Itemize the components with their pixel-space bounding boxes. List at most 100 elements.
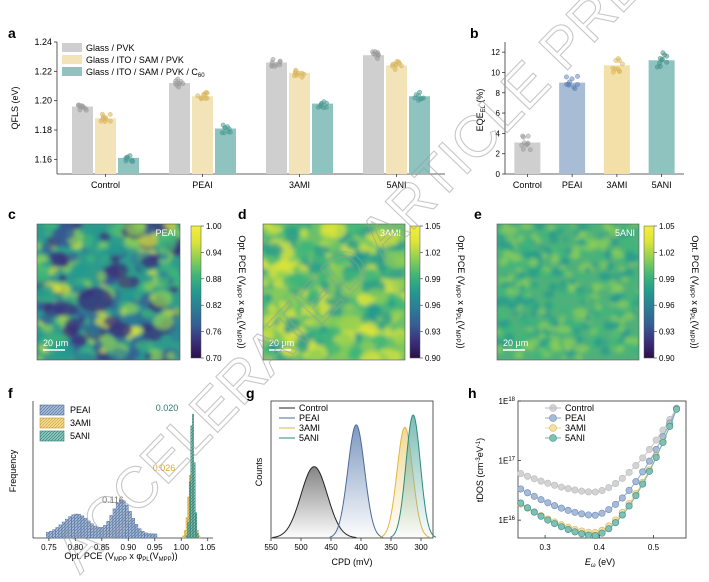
map-texture-blob xyxy=(263,243,284,257)
a-scatter-point xyxy=(76,102,82,108)
map-label: 3AMI xyxy=(380,228,401,238)
legend-swatch-glass-pvk xyxy=(62,43,82,52)
a-xtick-label: PEAI xyxy=(192,180,213,190)
map-texture-blob xyxy=(518,234,525,241)
a-bar-peai xyxy=(192,96,213,174)
h-marker-control xyxy=(625,468,633,476)
h-ytick-exp: 18 xyxy=(508,397,515,403)
b-xtick-label: 3AMI xyxy=(606,180,627,190)
map-texture-blob xyxy=(594,337,608,346)
a-scatter-point xyxy=(100,116,106,122)
a-scatter-point xyxy=(107,112,113,117)
h-marker-peai xyxy=(517,485,525,493)
map-texture-blob xyxy=(617,231,630,240)
map-texture-blob xyxy=(595,251,602,258)
f-hist-bar-peai xyxy=(80,515,85,539)
legend-swatch-ito-sam-pvk xyxy=(62,55,82,64)
panel-f-xlabel-main: Opt. PCE (V xyxy=(64,551,114,561)
map-texture-blob xyxy=(525,303,535,310)
legend-label-glass-pvk: Glass / PVK xyxy=(86,43,135,53)
colorbar-label-part: (V xyxy=(456,321,466,330)
f-hist-bar-peai xyxy=(46,532,50,539)
map-texture-blob xyxy=(515,267,521,273)
h-marker-peai xyxy=(639,468,647,476)
f-hist-bar-peai xyxy=(106,521,110,539)
b-bar-peai xyxy=(559,82,586,174)
colorbar-label-part: PL xyxy=(235,313,241,321)
map-texture-blob xyxy=(610,226,619,233)
map-texture-blob xyxy=(564,270,573,278)
h-marker-peai xyxy=(645,457,653,465)
h-marker-control xyxy=(652,436,660,444)
map-texture-blob xyxy=(580,322,589,330)
map-texture-blob xyxy=(278,300,287,310)
map-texture-blob xyxy=(520,224,533,230)
colorbar-label-part: MPP xyxy=(454,285,460,298)
colorbar-label: Opt. PCE (VMPP x φPL(VMPP)) xyxy=(235,235,247,348)
legend-swatch-f-3ami xyxy=(39,417,65,429)
map-texture-blob xyxy=(530,311,537,318)
h-ytick-exp: 16 xyxy=(508,516,515,522)
map-texture-blob xyxy=(573,343,589,354)
map-texture-blob xyxy=(327,284,337,294)
map-texture-blob xyxy=(156,236,177,252)
colorbar-label-part: PL xyxy=(688,313,694,321)
h-marker-control xyxy=(578,487,586,495)
h-marker-5ani xyxy=(652,453,660,461)
map-texture-blob xyxy=(544,301,553,310)
map-texture-blob xyxy=(37,354,44,360)
a-bar-5ani xyxy=(386,65,407,174)
h-marker-control xyxy=(618,474,626,482)
g-xtick-label: 400 xyxy=(354,543,368,552)
map-texture-blob xyxy=(591,282,604,291)
panel-h-ylabel-tail: ) xyxy=(475,438,485,441)
map-texture-blob xyxy=(584,233,592,239)
map-texture-blob xyxy=(328,307,339,317)
b-ytick-label: 12 xyxy=(491,48,500,57)
map-texture-blob xyxy=(563,332,570,337)
h-marker-peai xyxy=(584,511,592,519)
a-scatter-point xyxy=(225,124,230,130)
b-scatter-point xyxy=(616,68,622,74)
colorbar-tick-label: 1.00 xyxy=(206,222,222,231)
g-xtick-label: 550 xyxy=(264,543,278,552)
map-texture-blob xyxy=(383,267,392,276)
map-texture xyxy=(497,224,639,360)
colorbar-label-part: )) xyxy=(237,343,247,349)
map-texture-blob xyxy=(168,325,180,342)
map-texture-blob xyxy=(610,231,619,238)
legend-label-f-peai: PEAI xyxy=(70,405,91,415)
map-texture-blob xyxy=(585,224,597,230)
map-texture-blob xyxy=(552,243,563,254)
map-texture-blob xyxy=(591,262,598,268)
map-texture-blob xyxy=(589,298,596,303)
panel-f-xlabel-sub3: MPP xyxy=(159,557,172,563)
map-texture-blob xyxy=(144,352,152,360)
map-texture-blob xyxy=(561,257,570,267)
colorbar xyxy=(643,225,655,359)
map-texture-blob xyxy=(517,317,532,326)
f-xtick-label: 0.85 xyxy=(94,543,110,552)
b-bar-5ani xyxy=(648,60,675,174)
colorbar-tick-label: 1.05 xyxy=(659,222,675,231)
h-marker-control xyxy=(551,481,559,489)
h-marker-peai xyxy=(612,500,620,508)
map-texture-blob xyxy=(284,226,299,244)
f-hist-bar-peai xyxy=(131,518,135,539)
h-ytick-exp: 17 xyxy=(508,457,515,463)
map-texture-blob xyxy=(509,273,514,279)
map-texture-blob xyxy=(516,271,527,279)
a-scatter-point xyxy=(127,153,133,158)
map-texture-blob xyxy=(630,344,639,355)
h-marker-peai xyxy=(523,489,531,497)
panel-h-ylabel: tDOS (cm-3eV-1) xyxy=(475,438,485,502)
map-texture-blob xyxy=(497,224,502,228)
a-scatter-point xyxy=(412,95,418,101)
colorbar-tick-label: 0.90 xyxy=(659,354,675,363)
map-texture xyxy=(263,224,405,360)
map-texture-blob xyxy=(359,341,377,352)
panel-letter-d: d xyxy=(238,206,247,222)
f-hist-bar-peai xyxy=(115,502,120,539)
map-texture-blob xyxy=(563,224,574,231)
map-texture-blob xyxy=(624,250,635,260)
